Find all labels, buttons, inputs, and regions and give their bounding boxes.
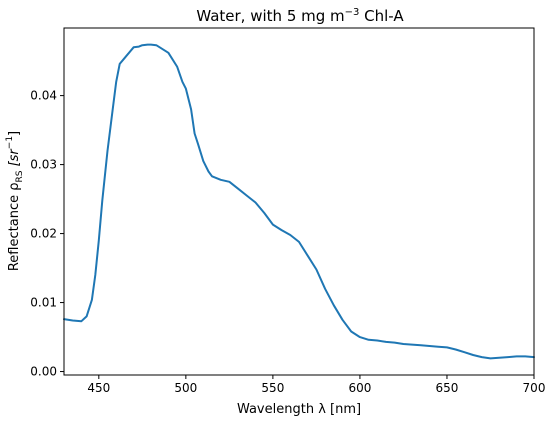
x-tick-label: 500 [174,381,197,395]
y-axis-label-subscript: RS [15,170,25,182]
x-axis-label: Wavelength λ [nm] [237,402,361,417]
chart-title-main: Water, with 5 mg m [196,7,344,25]
y-axis-ticks: 0.00 0.01 0.02 0.03 0.04 [30,89,64,379]
x-tick-label: 650 [436,381,459,395]
chart-title-superscript: −3 [345,7,360,18]
y-tick-label: 0.02 [30,227,57,241]
plot-area [63,43,535,360]
x-tick-label: 700 [523,381,546,395]
y-axis-label: Reflectance ρRS [sr−1] [5,131,25,271]
chart-title-suffix: Chl-A [359,7,404,25]
chart-title: Water, with 5 mg m−3 Chl-A [196,7,404,25]
plot-frame [63,27,535,376]
y-tick-label: 0.04 [30,89,57,103]
x-axis-ticks: 450 500 550 600 650 700 [87,375,545,395]
x-tick-label: 550 [261,381,284,395]
y-axis-label-unit-open: [sr [7,148,22,171]
y-tick-label: 0.01 [30,296,57,310]
reflectance-series-line [63,43,535,360]
y-axis-label-prefix: Reflectance ρ [7,183,22,272]
y-axis-label-unit-close: ] [7,131,22,136]
y-tick-label: 0.00 [30,365,57,379]
x-tick-label: 450 [87,381,110,395]
x-tick-label: 600 [348,381,371,395]
y-tick-label: 0.03 [30,158,57,172]
y-axis-label-unit-superscript: −1 [5,136,15,149]
